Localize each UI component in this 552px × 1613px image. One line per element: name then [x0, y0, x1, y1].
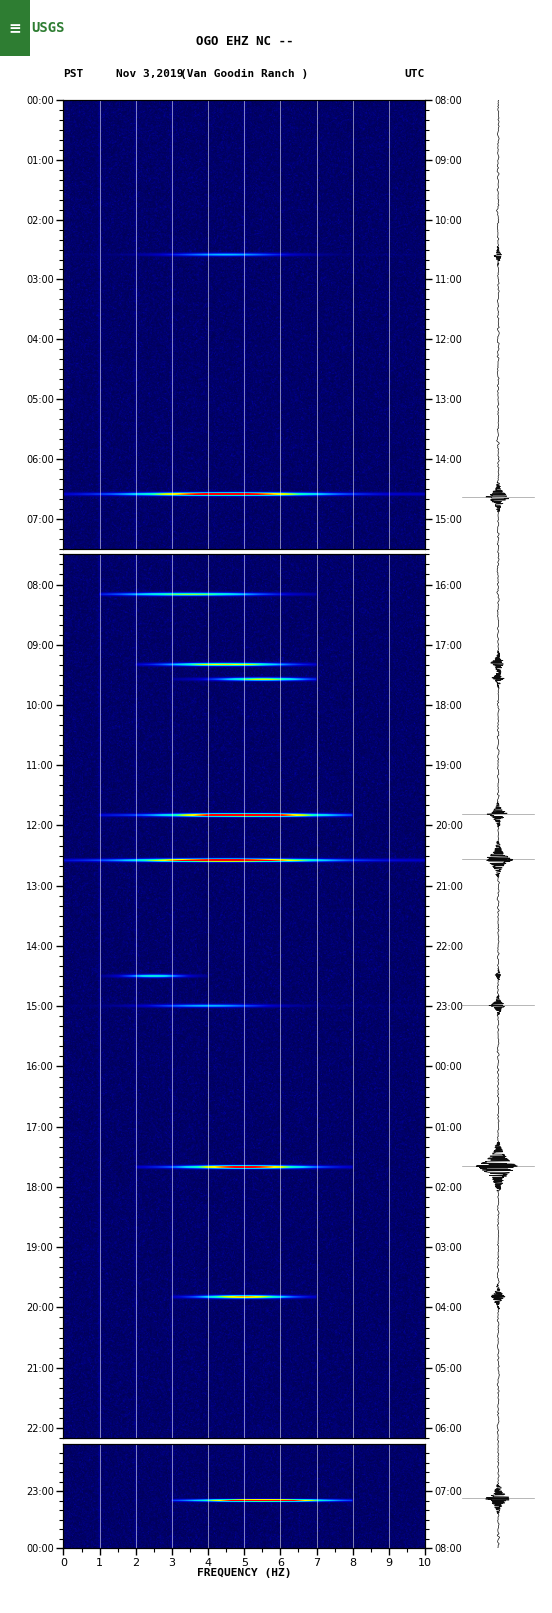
Text: OGO EHZ NC --: OGO EHZ NC -- — [196, 35, 293, 48]
Text: Nov 3,2019: Nov 3,2019 — [116, 69, 183, 79]
Text: PST: PST — [63, 69, 84, 79]
Text: ≡: ≡ — [8, 21, 21, 35]
FancyBboxPatch shape — [0, 0, 30, 56]
Text: UTC: UTC — [405, 69, 425, 79]
Text: (Van Goodin Ranch ): (Van Goodin Ranch ) — [181, 69, 309, 79]
Text: FREQUENCY (HZ): FREQUENCY (HZ) — [197, 1568, 292, 1578]
Text: USGS: USGS — [31, 21, 65, 35]
